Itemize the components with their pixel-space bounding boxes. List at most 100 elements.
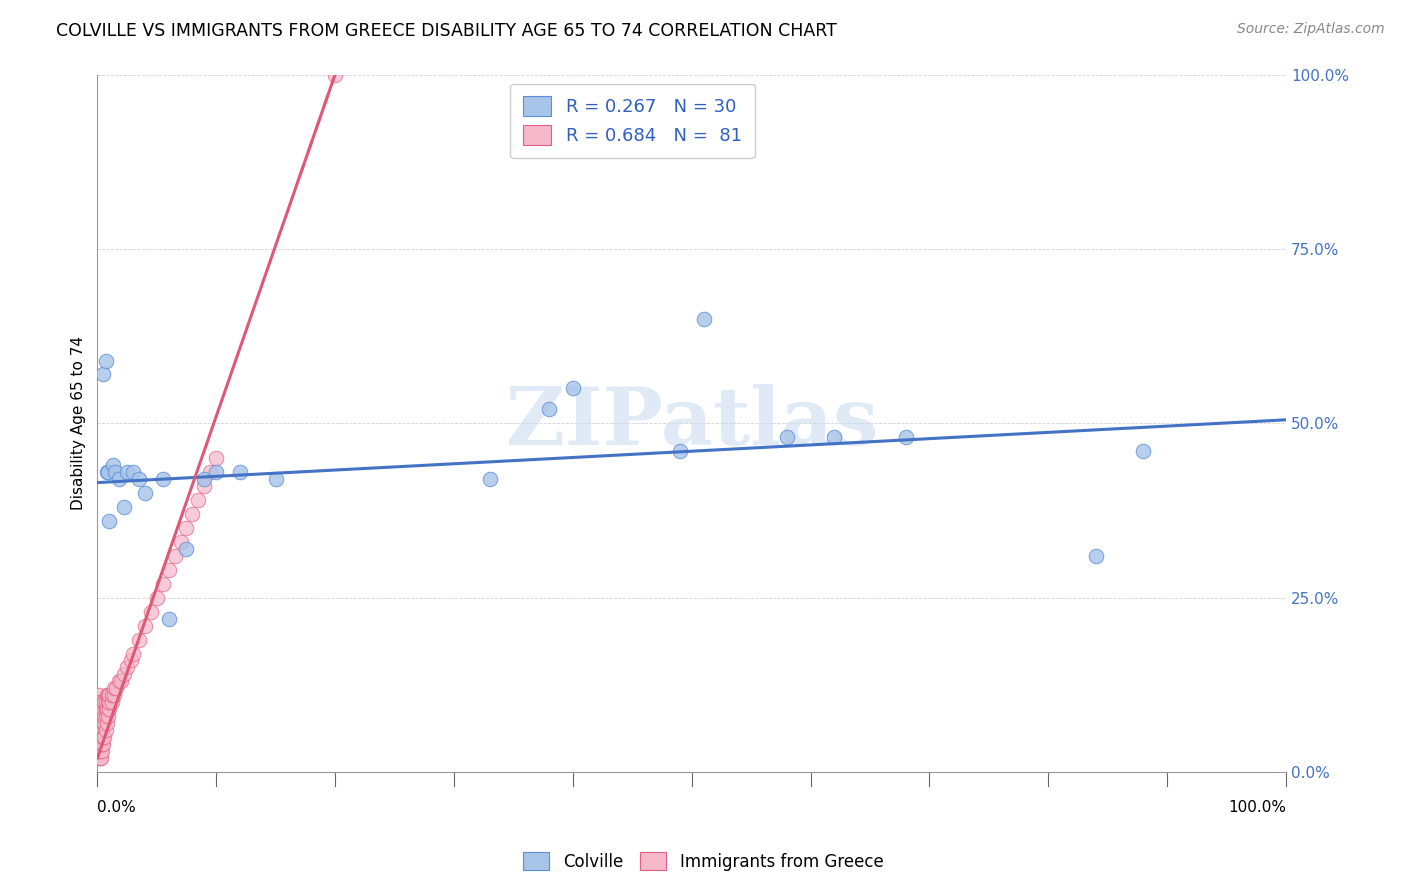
Point bbox=[107, 674, 129, 689]
Point bbox=[97, 689, 120, 703]
Point bbox=[115, 465, 138, 479]
Point bbox=[94, 702, 117, 716]
Point bbox=[91, 702, 114, 716]
Point bbox=[110, 674, 132, 689]
Point bbox=[776, 430, 799, 444]
Point bbox=[87, 730, 110, 744]
Legend: R = 0.267   N = 30, R = 0.684   N =  81: R = 0.267 N = 30, R = 0.684 N = 81 bbox=[510, 84, 755, 158]
Point bbox=[112, 500, 135, 514]
Point bbox=[98, 514, 121, 528]
Point bbox=[91, 723, 114, 738]
Point bbox=[90, 751, 112, 765]
Point bbox=[93, 709, 115, 723]
Text: 0.0%: 0.0% bbox=[97, 800, 136, 815]
Point bbox=[90, 709, 112, 723]
Point bbox=[187, 493, 209, 508]
Legend: Colville, Immigrants from Greece: Colville, Immigrants from Greece bbox=[515, 844, 891, 880]
Point bbox=[537, 402, 560, 417]
Point bbox=[146, 591, 169, 605]
Point bbox=[91, 737, 114, 751]
Point bbox=[107, 472, 129, 486]
Point bbox=[87, 744, 110, 758]
Point bbox=[823, 430, 845, 444]
Point bbox=[94, 709, 117, 723]
Point bbox=[1132, 444, 1154, 458]
Point bbox=[112, 667, 135, 681]
Point bbox=[87, 723, 110, 738]
Point bbox=[96, 465, 118, 479]
Point bbox=[97, 695, 120, 709]
Point bbox=[94, 723, 117, 738]
Point bbox=[89, 716, 111, 731]
Point bbox=[176, 541, 198, 556]
Point bbox=[128, 472, 150, 486]
Y-axis label: Disability Age 65 to 74: Disability Age 65 to 74 bbox=[72, 336, 86, 510]
Point bbox=[91, 730, 114, 744]
Point bbox=[193, 479, 215, 493]
Point bbox=[668, 444, 690, 458]
Point bbox=[90, 730, 112, 744]
Point bbox=[205, 465, 228, 479]
Point bbox=[122, 465, 145, 479]
Point bbox=[104, 465, 127, 479]
Text: Source: ZipAtlas.com: Source: ZipAtlas.com bbox=[1237, 22, 1385, 37]
Point bbox=[94, 695, 117, 709]
Point bbox=[229, 465, 252, 479]
Point bbox=[91, 695, 114, 709]
Point bbox=[91, 744, 114, 758]
Point bbox=[193, 472, 215, 486]
Point bbox=[89, 737, 111, 751]
Point bbox=[157, 612, 180, 626]
Point bbox=[323, 68, 346, 82]
Point bbox=[89, 695, 111, 709]
Point bbox=[100, 689, 122, 703]
Text: COLVILLE VS IMMIGRANTS FROM GREECE DISABILITY AGE 65 TO 74 CORRELATION CHART: COLVILLE VS IMMIGRANTS FROM GREECE DISAB… bbox=[56, 22, 837, 40]
Point bbox=[94, 353, 117, 368]
Point bbox=[87, 695, 110, 709]
Point bbox=[894, 430, 917, 444]
Point bbox=[692, 311, 714, 326]
Point bbox=[87, 689, 110, 703]
Point bbox=[139, 605, 162, 619]
Point bbox=[157, 563, 180, 577]
Point bbox=[90, 737, 112, 751]
Point bbox=[89, 702, 111, 716]
Point bbox=[163, 549, 186, 563]
Point bbox=[89, 744, 111, 758]
Point bbox=[91, 730, 114, 744]
Point bbox=[478, 472, 501, 486]
Point bbox=[87, 702, 110, 716]
Point bbox=[181, 507, 204, 521]
Point bbox=[97, 465, 120, 479]
Text: ZIPatlas: ZIPatlas bbox=[506, 384, 877, 462]
Text: 100.0%: 100.0% bbox=[1227, 800, 1286, 815]
Point bbox=[90, 716, 112, 731]
Point bbox=[87, 737, 110, 751]
Point bbox=[98, 702, 121, 716]
Point bbox=[89, 730, 111, 744]
Point bbox=[101, 458, 124, 472]
Point bbox=[205, 451, 228, 466]
Point bbox=[200, 465, 222, 479]
Point bbox=[87, 709, 110, 723]
Point bbox=[561, 381, 583, 395]
Point bbox=[93, 730, 115, 744]
Point bbox=[1084, 549, 1107, 563]
Point bbox=[93, 716, 115, 731]
Point bbox=[128, 632, 150, 647]
Point bbox=[96, 702, 118, 716]
Point bbox=[98, 695, 121, 709]
Point bbox=[169, 534, 191, 549]
Point bbox=[98, 689, 121, 703]
Point bbox=[89, 751, 111, 765]
Point bbox=[152, 576, 174, 591]
Point bbox=[122, 647, 145, 661]
Point bbox=[115, 660, 138, 674]
Point bbox=[97, 709, 120, 723]
Point bbox=[176, 521, 198, 535]
Point bbox=[103, 681, 125, 696]
Point bbox=[91, 709, 114, 723]
Point bbox=[93, 695, 115, 709]
Point bbox=[134, 486, 156, 500]
Point bbox=[87, 716, 110, 731]
